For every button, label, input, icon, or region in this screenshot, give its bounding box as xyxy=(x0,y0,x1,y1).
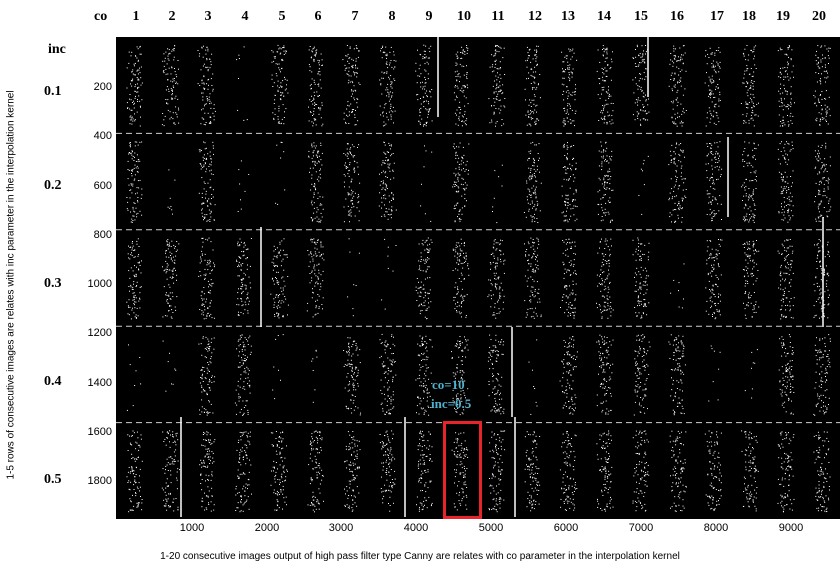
column-number: 12 xyxy=(528,9,542,24)
y-tick-label: 1800 xyxy=(87,475,112,487)
annotation-inc: inc=0.5 xyxy=(431,396,472,411)
column-number: 2 xyxy=(168,9,176,24)
column-number: 8 xyxy=(388,9,396,24)
column-number: 3 xyxy=(204,9,212,24)
column-number: 13 xyxy=(561,9,575,24)
column-number: 5 xyxy=(278,9,286,24)
y-tick-label: 1400 xyxy=(87,377,112,389)
x-tick-label: 5000 xyxy=(478,522,504,534)
y-tick-label: 400 xyxy=(93,130,112,142)
column-number: 20 xyxy=(812,9,826,24)
y-tick-label: 200 xyxy=(93,81,112,93)
column-number: 19 xyxy=(776,9,790,24)
column-number: 15 xyxy=(634,9,648,24)
column-number: 9 xyxy=(425,9,433,24)
row-label: 0.4 xyxy=(44,374,62,389)
column-number: 16 xyxy=(670,9,684,24)
x-tick-label: 1000 xyxy=(179,522,205,534)
x-tick-label: 2000 xyxy=(254,522,280,534)
y-tick-label: 1000 xyxy=(87,278,112,290)
x-axis-caption: 1-20 consecutive images output of high p… xyxy=(160,551,680,562)
annotation-co: co=10 xyxy=(432,377,465,392)
column-number: 1 xyxy=(132,9,140,24)
x-tick-label: 7000 xyxy=(628,522,654,534)
row-label: 0.5 xyxy=(44,472,62,487)
row-label: 0.1 xyxy=(44,84,62,99)
column-number: 6 xyxy=(314,9,322,24)
row-label: 0.3 xyxy=(44,276,62,291)
y-tick-label: 1600 xyxy=(87,426,112,438)
co-header-label: co xyxy=(94,9,108,24)
edge-pixels-canvas xyxy=(116,37,840,517)
y-tick-label: 600 xyxy=(93,180,112,192)
y-tick-label: 800 xyxy=(93,229,112,241)
y-axis-caption: 1-5 rows of consecutive images are relat… xyxy=(5,90,17,480)
x-tick-label: 6000 xyxy=(553,522,579,534)
column-number: 4 xyxy=(241,9,249,24)
column-number: 7 xyxy=(351,9,359,24)
column-number: 10 xyxy=(457,9,471,24)
x-tick-label: 4000 xyxy=(403,522,429,534)
column-number: 11 xyxy=(491,9,505,24)
column-number: 14 xyxy=(597,9,611,24)
edge-image-montage: co=10 inc=0.5 xyxy=(116,37,840,519)
inc-header-label: inc xyxy=(48,42,66,57)
x-tick-label: 3000 xyxy=(328,522,354,534)
x-tick-label: 9000 xyxy=(778,522,804,534)
row-label: 0.2 xyxy=(44,178,62,193)
column-number: 17 xyxy=(710,9,724,24)
x-tick-label: 8000 xyxy=(703,522,729,534)
column-number: 18 xyxy=(742,9,756,24)
y-tick-label: 1200 xyxy=(87,327,112,339)
highlight-box-co10-inc05 xyxy=(443,421,482,519)
